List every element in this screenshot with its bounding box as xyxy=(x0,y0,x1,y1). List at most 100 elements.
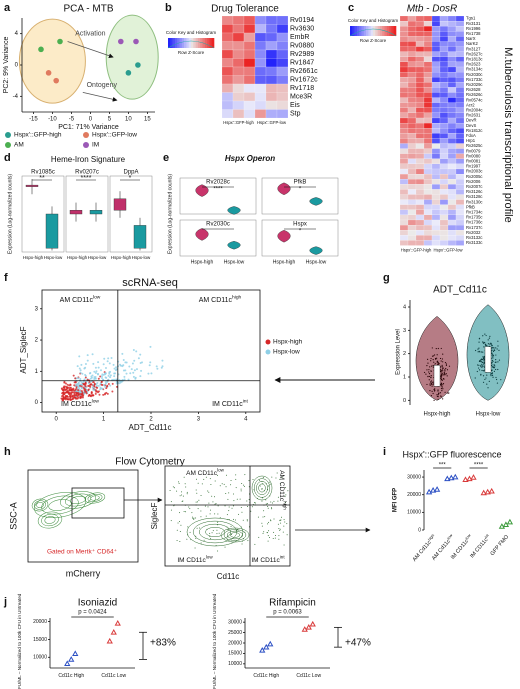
cell-point xyxy=(89,383,92,386)
heat-cell xyxy=(415,123,425,129)
cell-point xyxy=(147,372,150,375)
text-label: Hspx Operon xyxy=(225,154,275,163)
contour xyxy=(36,502,44,508)
cell-point xyxy=(124,361,127,364)
point xyxy=(309,620,316,627)
cell-point xyxy=(94,392,97,395)
event-point xyxy=(241,483,243,485)
heat-cell xyxy=(455,194,465,200)
cell-point xyxy=(87,382,90,385)
cell-point xyxy=(61,399,64,402)
event-point xyxy=(244,474,246,476)
heat-cell xyxy=(221,75,234,85)
heat-cell xyxy=(447,214,457,221)
cell-point xyxy=(92,394,95,397)
contour xyxy=(41,495,79,515)
cell-point xyxy=(64,389,67,392)
cell-point xyxy=(96,373,99,376)
heat-cell xyxy=(423,230,433,236)
event-point xyxy=(284,501,286,503)
cell-point xyxy=(485,344,487,346)
heat-cell xyxy=(455,72,465,78)
cell-point xyxy=(497,340,499,342)
heat-cell xyxy=(407,92,417,98)
heat-cell xyxy=(455,82,465,88)
heat-cell xyxy=(439,179,449,185)
point xyxy=(114,620,121,626)
cell-point xyxy=(430,370,432,372)
cell-point xyxy=(441,374,443,377)
heat-cell xyxy=(455,230,465,236)
event-point xyxy=(200,516,202,518)
heat-cell xyxy=(431,21,441,27)
contour xyxy=(37,511,63,529)
event-point xyxy=(193,517,195,519)
heat-cell xyxy=(431,41,441,47)
heat-cell xyxy=(399,51,409,57)
heat-cell xyxy=(399,148,409,154)
event-point xyxy=(186,493,188,495)
key-gradient xyxy=(193,38,196,48)
text-label: 3 xyxy=(403,328,406,334)
cell-point xyxy=(478,369,481,371)
label-main: Cd11c Low xyxy=(101,673,126,679)
text-label: Hspx-high xyxy=(191,259,214,265)
cell-point xyxy=(93,383,96,386)
contour xyxy=(205,526,225,538)
gene-label: Hrp1 xyxy=(466,138,476,143)
event-point xyxy=(203,478,205,480)
event-point xyxy=(248,480,250,482)
x-tick-label: 0 xyxy=(89,117,93,123)
heat-cell xyxy=(232,83,245,93)
label-sup: int xyxy=(243,399,249,405)
heat-cell xyxy=(447,148,457,154)
cell-point xyxy=(490,375,492,377)
key-gradient xyxy=(181,38,185,48)
heat-cell xyxy=(439,199,449,205)
cell-point xyxy=(435,347,437,350)
heat-cell xyxy=(455,240,465,246)
text-label: ADT_Cd11c xyxy=(129,423,172,432)
heat-cell xyxy=(415,204,425,210)
text-label: 2 xyxy=(149,417,153,423)
cell-point xyxy=(482,381,485,383)
cell-point xyxy=(131,362,134,365)
heat-cell xyxy=(407,102,417,108)
heat-cell xyxy=(415,26,425,32)
cell-point xyxy=(437,390,439,392)
cell-point xyxy=(482,356,484,358)
event-point xyxy=(271,502,273,504)
heat-cell xyxy=(439,56,449,62)
cell-point xyxy=(483,359,485,361)
sig-label: ** xyxy=(39,175,45,182)
event-point xyxy=(221,483,223,485)
label-sup: low xyxy=(206,555,214,560)
sup-label: IM CD11clow xyxy=(61,399,99,408)
heat-cell xyxy=(439,240,449,246)
sup-label: IM CD11clow xyxy=(177,555,213,564)
heat-cell xyxy=(407,143,417,149)
cell-point xyxy=(81,391,84,394)
cell-point xyxy=(121,352,124,355)
subplot-frame xyxy=(21,175,65,253)
event-point xyxy=(241,511,243,513)
gene-label: Rv2004c xyxy=(466,107,483,112)
cell-point xyxy=(96,386,99,389)
plot-frame xyxy=(164,465,291,567)
heat-cell xyxy=(399,209,409,215)
cell-point xyxy=(104,392,107,395)
gene-label: Rv2623 xyxy=(466,62,481,67)
cell-point xyxy=(443,378,445,380)
heat-cell xyxy=(243,83,256,93)
cell-point xyxy=(443,374,445,376)
subplot-frame xyxy=(261,219,339,257)
cell-point xyxy=(161,365,164,368)
heat-cell xyxy=(431,204,441,210)
heat-cell xyxy=(455,209,465,215)
text-label: Expression (Log-normalized counts) xyxy=(7,174,13,254)
heat-cell xyxy=(423,77,433,83)
cell-point xyxy=(446,375,448,377)
cell-point xyxy=(479,359,481,362)
heat-cell xyxy=(423,56,433,62)
event-point xyxy=(287,490,289,492)
